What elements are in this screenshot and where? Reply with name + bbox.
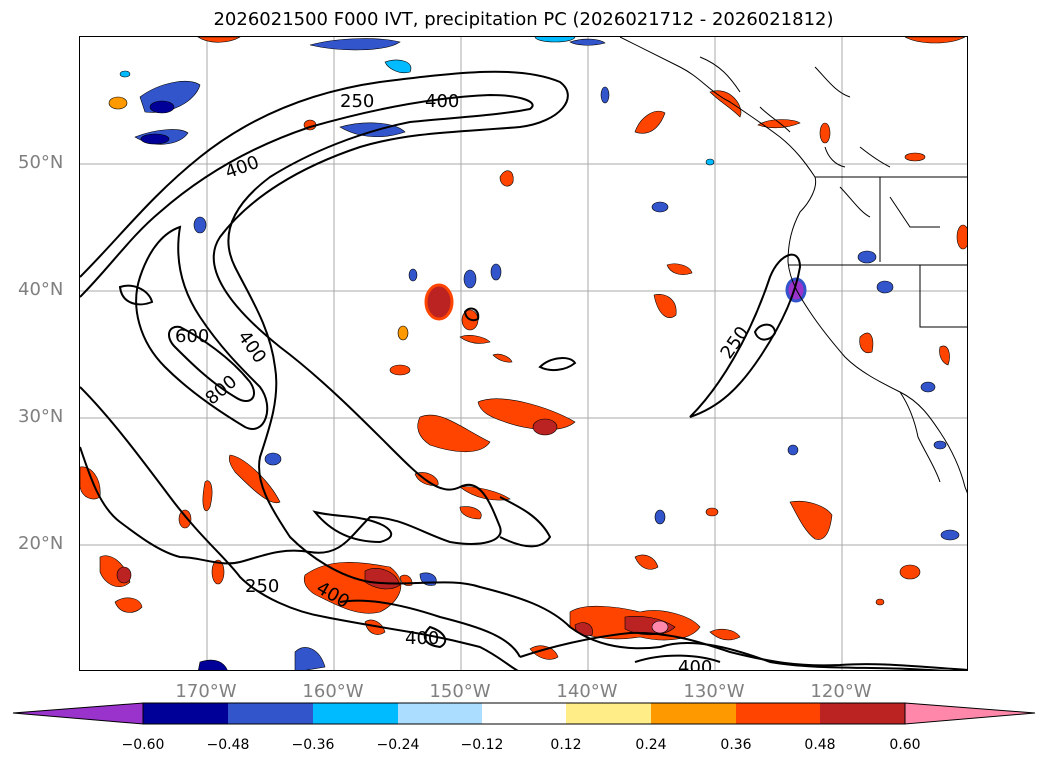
colorbar-tick: 0.12: [550, 737, 582, 753]
colorbar-tick: 0.48: [804, 737, 836, 753]
colorbar-segment: [651, 703, 736, 724]
colorbar-tick: −0.24: [376, 737, 420, 753]
lat-label-30n: 30°N: [18, 406, 64, 427]
contour-label: 600: [175, 326, 209, 347]
colorbar-segment: [736, 703, 820, 724]
colorbar-segment: [566, 703, 651, 724]
colorbar-tick: −0.48: [206, 737, 250, 753]
coastlines: [619, 37, 967, 494]
ivt-contours: [80, 70, 967, 670]
colorbar-tick: −0.60: [121, 737, 165, 753]
lon-label-160w: 160°W: [302, 681, 364, 702]
contour-label: 400: [222, 152, 261, 183]
lon-label-140w: 140°W: [556, 681, 618, 702]
colorbar-segment: [398, 703, 482, 724]
contour-label: 250: [340, 91, 374, 112]
colorbar-tick: −0.36: [291, 737, 335, 753]
colorbar-tick: 0.60: [889, 737, 921, 753]
colorbar-segment: [820, 703, 905, 724]
lat-label-50n: 50°N: [18, 152, 64, 173]
colorbar-tick: 0.24: [635, 737, 667, 753]
map-title: 2026021500 F000 IVT, precipitation PC (2…: [213, 9, 834, 30]
colorbar-segment: [482, 703, 566, 724]
colorbar-segment: [143, 703, 228, 724]
map-panel[interactable]: 250 400 400 600 400 800 250 250 400 400 …: [79, 36, 968, 671]
lon-label-120w: 120°W: [810, 681, 872, 702]
contour-label: 400: [678, 657, 712, 671]
colorbar-segment: [313, 703, 398, 724]
lon-label-150w: 150°W: [429, 681, 491, 702]
colorbar: [12, 702, 1036, 725]
contour-label: 250: [245, 576, 279, 597]
colorbar-segment: [228, 703, 313, 724]
contour-label: 250: [716, 323, 753, 363]
contour-label: 400: [425, 91, 459, 112]
colorbar-tick: −0.12: [460, 737, 504, 753]
lon-label-170w: 170°W: [175, 681, 237, 702]
precip-positive-areas: [80, 37, 967, 660]
map-canvas: 250 400 400 600 400 800 250 250 400 400 …: [80, 37, 967, 671]
colorbar-tick: 0.36: [720, 737, 752, 753]
colorbar-extend-low: [12, 702, 144, 725]
lat-label-40n: 40°N: [18, 279, 64, 300]
colorbar-extend-high: [904, 702, 1036, 725]
lon-label-130w: 130°W: [683, 681, 745, 702]
lat-label-20n: 20°N: [18, 533, 64, 554]
precip-negative-areas: [119, 37, 960, 670]
colorbar-outline: [142, 702, 906, 725]
contour-label: 400: [405, 628, 439, 649]
